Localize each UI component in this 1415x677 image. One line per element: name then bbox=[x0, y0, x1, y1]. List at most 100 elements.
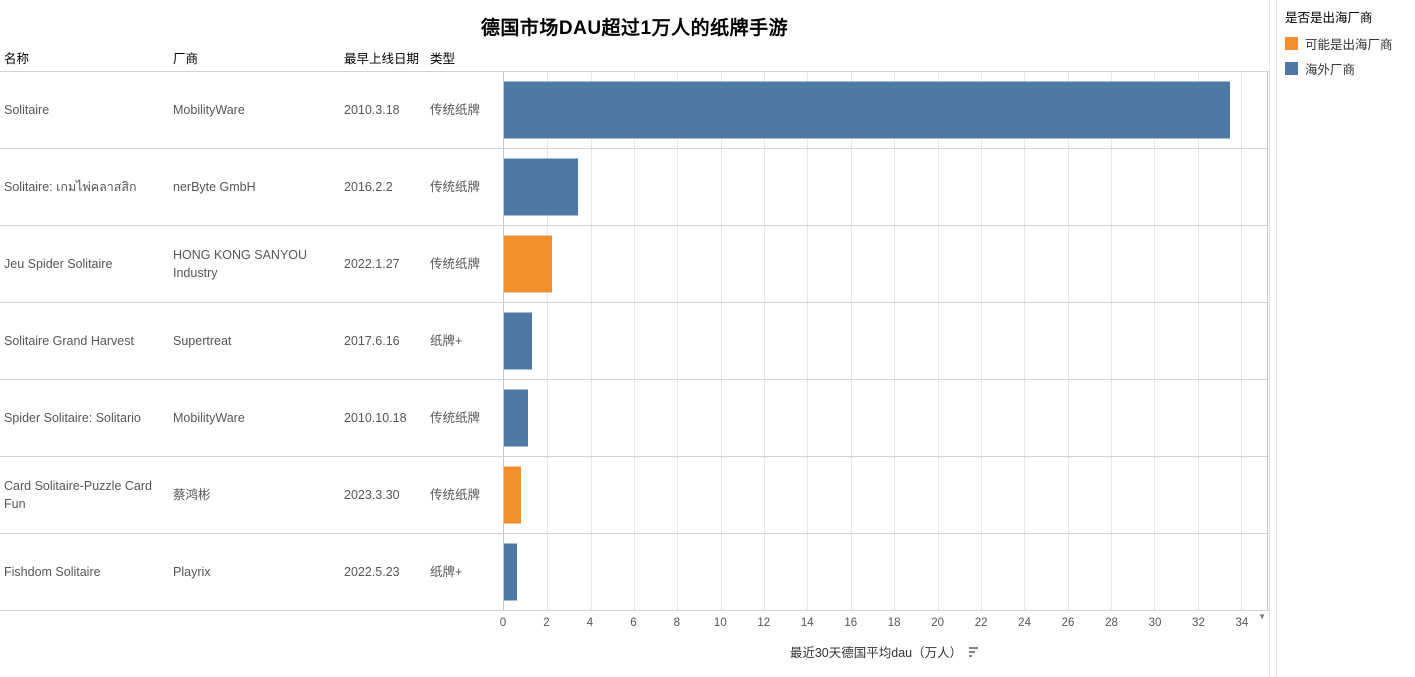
dau-bar[interactable] bbox=[504, 158, 578, 216]
x-axis: 0 2 4 6 8 10 12 14 16 18 20 22 24 26 28 30 32 34 ▼ bbox=[500, 611, 1268, 637]
gridline bbox=[1110, 303, 1112, 379]
gridline bbox=[634, 226, 636, 302]
gridline bbox=[1197, 380, 1199, 456]
gridline bbox=[764, 457, 766, 533]
legend-panel: 是否是出海厂商 可能是出海厂商 海外厂商 bbox=[1276, 0, 1415, 677]
vendor-cell: Supertreat bbox=[173, 333, 232, 348]
axis-tick-label: 24 bbox=[1018, 617, 1031, 629]
gridline bbox=[894, 534, 896, 610]
gridline bbox=[807, 534, 809, 610]
game-name-cell: Fishdom Solitaire bbox=[4, 564, 101, 579]
gridline bbox=[1024, 534, 1026, 610]
gridline bbox=[937, 149, 939, 225]
column-header-type: 类型 bbox=[430, 52, 456, 66]
dau-bar[interactable] bbox=[504, 466, 522, 524]
axis-tick-label: 14 bbox=[800, 617, 814, 629]
gridline bbox=[1024, 226, 1026, 302]
game-type-cell: 传统纸牌 bbox=[430, 410, 481, 425]
column-header-name: 名称 bbox=[4, 52, 30, 66]
gridline bbox=[850, 303, 852, 379]
table-row: Card Solitaire-Puzzle Card Fun 蔡鸿彬 2023.3.… bbox=[0, 457, 1269, 534]
gridline bbox=[807, 303, 809, 379]
dau-bar[interactable] bbox=[504, 81, 1231, 139]
gridline bbox=[1240, 303, 1242, 379]
gridline bbox=[1154, 303, 1156, 379]
table-row: Jeu Spider Solitaire HONG KONG SANYOU Ind… bbox=[0, 226, 1269, 303]
rows-container: Solitaire MobilityWare 2010.3.18 传统纸牌 Solita… bbox=[0, 72, 1269, 611]
gridline bbox=[937, 303, 939, 379]
chart-title: 德国市场DAU超过1万人的纸牌手游 bbox=[480, 17, 789, 39]
gridline bbox=[1110, 149, 1112, 225]
gridline bbox=[894, 149, 896, 225]
game-type-cell: 传统纸牌 bbox=[430, 102, 481, 117]
gridline bbox=[937, 534, 939, 610]
gridline bbox=[547, 457, 549, 533]
gridline bbox=[807, 457, 809, 533]
gridline bbox=[1024, 380, 1026, 456]
gridline bbox=[634, 380, 636, 456]
gridline bbox=[1110, 380, 1112, 456]
axis-tick-label: 26 bbox=[1061, 617, 1075, 629]
gridline bbox=[590, 226, 592, 302]
release-date-cell: 2010.10.18 bbox=[344, 410, 407, 425]
gridline bbox=[1240, 149, 1242, 225]
game-type-cell: 传统纸牌 bbox=[430, 487, 481, 502]
legend-label: 海外厂商 bbox=[1305, 63, 1356, 77]
table-row: Solitaire Grand Harvest Supertreat 2017.6.… bbox=[0, 303, 1269, 380]
gridline bbox=[764, 303, 766, 379]
vendor-cell: MobilityWare bbox=[173, 410, 245, 425]
gridline bbox=[937, 380, 939, 456]
gridline bbox=[1240, 534, 1242, 610]
gridline bbox=[1154, 534, 1156, 610]
gridline bbox=[1240, 72, 1242, 148]
legend-item[interactable]: 海外厂商 bbox=[1285, 59, 1407, 78]
axis-tick-label: 10 bbox=[713, 617, 727, 629]
gridline bbox=[1197, 534, 1199, 610]
sort-descending-icon[interactable] bbox=[968, 646, 981, 658]
gridline bbox=[807, 226, 809, 302]
gridline bbox=[677, 380, 679, 456]
gridline bbox=[894, 226, 896, 302]
axis-dropdown-icon[interactable]: ▼ bbox=[1258, 612, 1266, 621]
release-date-cell: 2010.3.18 bbox=[344, 102, 400, 117]
gridline bbox=[590, 380, 592, 456]
game-name-cell: Jeu Spider Solitaire bbox=[4, 256, 113, 271]
gridline bbox=[764, 534, 766, 610]
gridline bbox=[677, 303, 679, 379]
gridline bbox=[634, 303, 636, 379]
vendor-cell: nerByte GmbH bbox=[173, 179, 256, 194]
chart-pane bbox=[503, 72, 1268, 148]
axis-tick-label: 20 bbox=[931, 617, 945, 629]
release-date-cell: 2022.1.27 bbox=[344, 256, 400, 271]
table-row: Solitaire: เกมไพ่คลาสสิก nerByte GmbH 2016… bbox=[0, 149, 1269, 226]
gridline bbox=[634, 534, 636, 610]
gridline bbox=[1067, 149, 1069, 225]
gridline bbox=[547, 534, 549, 610]
release-date-cell: 2022.5.23 bbox=[344, 564, 400, 579]
vendor-cell: Playrix bbox=[173, 564, 211, 579]
game-name-cell: Solitaire: เกมไพ่คลาสสิก bbox=[4, 179, 137, 194]
gridline bbox=[720, 457, 722, 533]
vendor-cell: HONG KONG SANYOU Industry bbox=[173, 247, 308, 280]
chart-pane bbox=[503, 226, 1268, 302]
dau-bar[interactable] bbox=[504, 312, 533, 370]
gridline bbox=[1154, 380, 1156, 456]
legend-item[interactable]: 可能是出海厂商 bbox=[1285, 34, 1407, 53]
release-date-cell: 2023.3.30 bbox=[344, 487, 400, 502]
legend-swatch bbox=[1285, 37, 1298, 50]
gridline bbox=[980, 534, 982, 610]
dau-bar[interactable] bbox=[504, 235, 552, 293]
gridline bbox=[677, 149, 679, 225]
chart-pane bbox=[503, 380, 1268, 456]
game-type-cell: 纸牌+ bbox=[430, 333, 463, 348]
chart-pane bbox=[503, 303, 1268, 379]
dau-bar[interactable] bbox=[504, 389, 528, 447]
release-date-cell: 2017.6.16 bbox=[344, 333, 400, 348]
gridline bbox=[1067, 380, 1069, 456]
release-date-cell: 2016.2.2 bbox=[344, 179, 393, 194]
gridline bbox=[1197, 457, 1199, 533]
gridline bbox=[850, 457, 852, 533]
axis-tick-label: 30 bbox=[1148, 617, 1162, 629]
dau-bar[interactable] bbox=[504, 543, 517, 601]
gridline bbox=[980, 380, 982, 456]
